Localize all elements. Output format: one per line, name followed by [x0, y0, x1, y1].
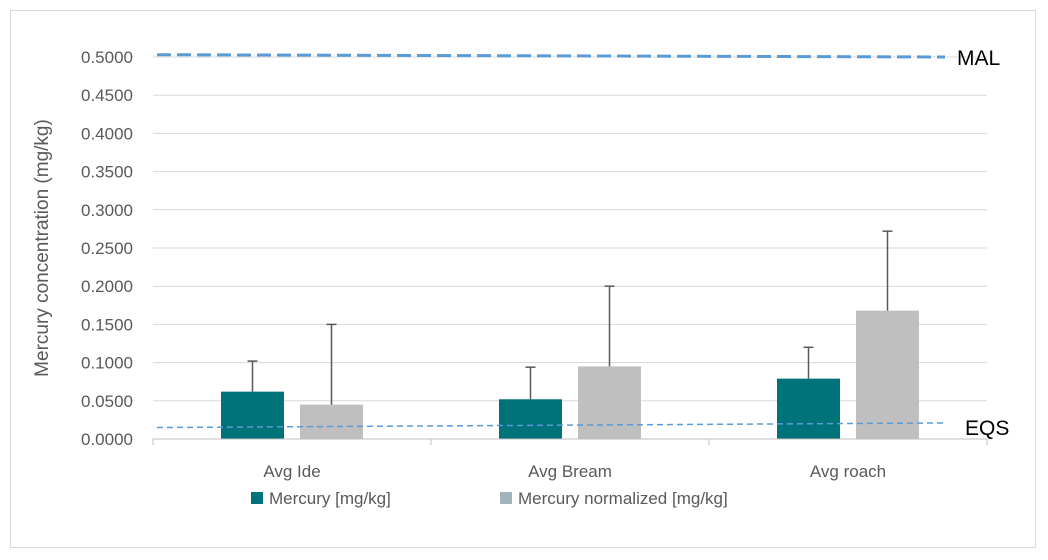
y-axis-label: Mercury concentration (mg/kg) — [32, 119, 53, 377]
x-category-label: Avg roach — [810, 462, 886, 481]
x-axis: Avg Ide Avg Bream Avg roach — [152, 438, 988, 481]
error-bars — [247, 230, 893, 405]
reference-line-label: EQS — [965, 417, 1009, 440]
bar — [856, 310, 919, 439]
y-axis-ticks: 0.0000 0.0500 0.1000 0.1500 0.2000 0.2500 0.30… — [81, 48, 133, 449]
y-tick-label: 0.1500 — [81, 315, 133, 334]
y-tick-label: 0.3000 — [81, 201, 133, 220]
y-tick-label: 0.0000 — [81, 430, 133, 449]
x-category-label: Avg Bream — [528, 462, 612, 481]
y-tick-label: 0.1000 — [81, 354, 133, 373]
chart-frame — [10, 10, 1036, 548]
bars — [221, 310, 919, 439]
reference-line-label: MAL — [957, 47, 1000, 70]
legend: Mercury [mg/kg] Mercury normalized [mg/kg… — [251, 489, 728, 508]
bar — [777, 378, 840, 439]
y-tick-label: 0.4500 — [81, 86, 133, 105]
y-tick-label: 0.2500 — [81, 239, 133, 258]
y-tick-label: 0.3500 — [81, 163, 133, 182]
legend-swatch — [500, 492, 512, 504]
bar — [221, 391, 284, 439]
bar — [499, 399, 562, 439]
bar — [578, 366, 641, 439]
reference-line — [156, 53, 946, 59]
reference-lines: MAL EQS — [156, 47, 1009, 440]
legend-label: Mercury normalized [mg/kg] — [518, 489, 728, 508]
bar — [300, 404, 363, 439]
legend-label: Mercury [mg/kg] — [269, 489, 391, 508]
y-tick-label: 0.0500 — [81, 392, 133, 411]
y-tick-label: 0.2000 — [81, 277, 133, 296]
y-tick-label: 0.4000 — [81, 124, 133, 143]
x-category-label: Avg Ide — [263, 462, 320, 481]
reference-line — [156, 422, 946, 429]
y-tick-label: 0.5000 — [81, 48, 133, 67]
legend-swatch — [251, 492, 263, 504]
